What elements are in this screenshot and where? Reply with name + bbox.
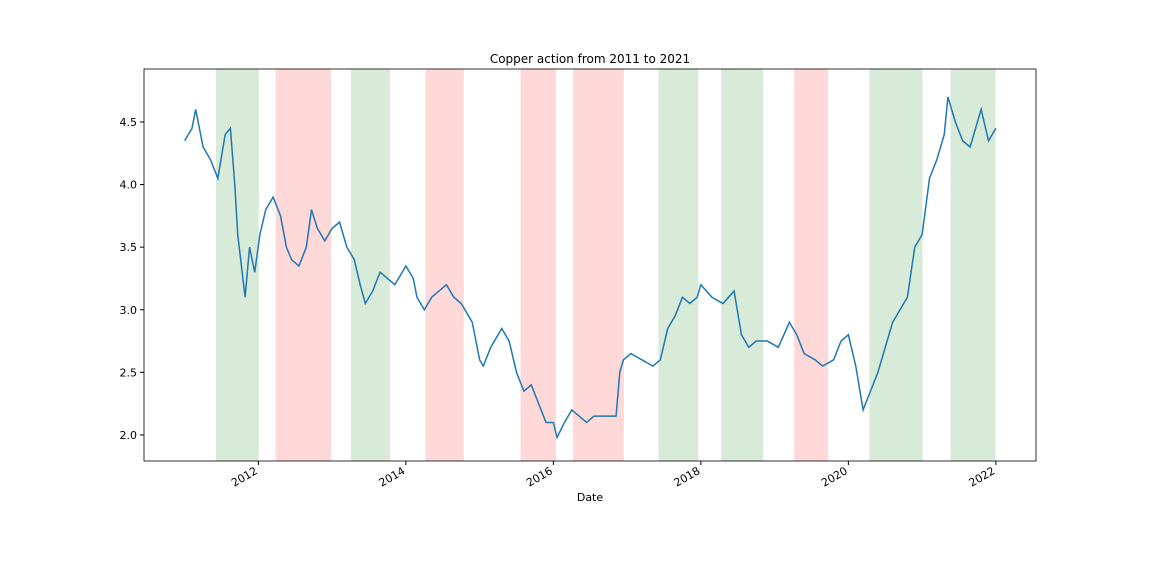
y-tick-label: 4.5	[120, 116, 138, 129]
shaded-span	[658, 68, 699, 462]
shaded-span	[275, 68, 332, 462]
price-line	[183, 96, 997, 440]
shaded-span	[425, 68, 464, 462]
x-axis-label: Date	[577, 491, 604, 504]
x-tick-label: 2020	[819, 464, 850, 489]
x-tick-label: 2012	[229, 464, 260, 489]
y-tick-label: 2.0	[120, 429, 138, 442]
y-tick-label: 3.0	[120, 304, 138, 317]
x-tick-label: 2014	[377, 464, 408, 489]
shaded-span	[721, 68, 764, 462]
plot-frame	[143, 68, 1037, 462]
x-tick-label: 2016	[524, 464, 555, 489]
shaded-span	[572, 68, 624, 462]
shaded-span	[215, 68, 259, 462]
x-tick-label: 2022	[967, 464, 998, 489]
shaded-span	[350, 68, 391, 462]
y-tick-label: 2.5	[120, 366, 138, 379]
y-tick-label: 4.0	[120, 179, 138, 192]
shaded-span	[794, 68, 829, 462]
shaded-span	[520, 68, 556, 462]
y-tick-label: 3.5	[120, 241, 138, 254]
shaded-span	[869, 68, 923, 462]
x-tick-label: 2018	[672, 464, 703, 489]
chart-title: Copper action from 2011 to 2021	[490, 52, 690, 66]
